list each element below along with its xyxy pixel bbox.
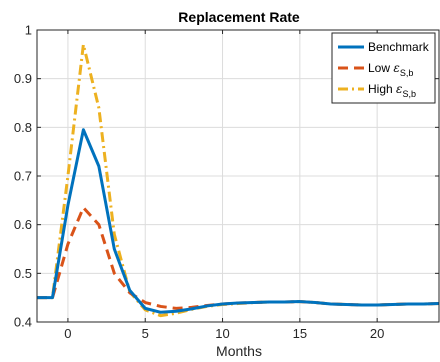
series-layer — [37, 43, 440, 318]
legend-epsilon: ε — [396, 82, 402, 96]
x-tick-label: 0 — [64, 326, 71, 341]
y-tick-label: 0.9 — [14, 71, 32, 86]
x-tick-label: 10 — [215, 326, 229, 341]
legend-entry-0: Benchmark — [368, 40, 430, 54]
legend-text-main: Low — [368, 61, 393, 75]
y-tick-label: 0.6 — [14, 217, 32, 232]
y-tick-label: 0.5 — [14, 266, 32, 281]
legend-text-main: High — [368, 82, 396, 96]
legend-box — [331, 32, 436, 104]
x-tick-label: 15 — [293, 326, 307, 341]
x-tick-label: 5 — [142, 326, 149, 341]
series-line-0 — [37, 128, 440, 314]
legend-text-main: Benchmark — [368, 40, 430, 54]
y-tick-label: 0.8 — [14, 120, 32, 135]
legend-entry-2: High εS,b — [368, 82, 416, 99]
chart-title: Replacement Rate — [178, 9, 300, 25]
legend-subscript: S,b — [400, 68, 414, 78]
legend-subscript: S,b — [402, 89, 416, 99]
y-axis-ticks: 0.4 0.5 0.6 0.7 0.8 0.9 1 — [14, 23, 439, 330]
x-tick-label: 20 — [370, 326, 384, 341]
y-tick-label: 0.4 — [14, 315, 32, 330]
y-tick-label: 1 — [25, 23, 32, 38]
x-axis-label: Months — [216, 343, 262, 359]
legend-entry-1: Low εS,b — [368, 61, 413, 78]
y-tick-label: 0.7 — [14, 169, 32, 184]
x-axis-ticks: 0 5 10 15 20 — [64, 30, 384, 341]
legend-epsilon: ε — [393, 61, 399, 75]
